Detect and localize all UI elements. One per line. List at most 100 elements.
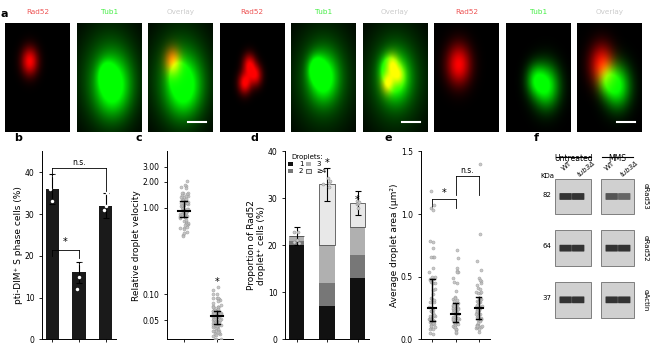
Bar (601, 179, 634, 214)
Point (448, 319, 459, 325)
Point (179, 203, 189, 208)
Point (213, 304, 224, 310)
Point (213, 331, 224, 336)
Point (426, 279, 436, 285)
Point (211, 314, 221, 320)
Bar (554, 179, 592, 214)
FancyBboxPatch shape (606, 296, 618, 303)
Point (472, 258, 482, 264)
Point (452, 265, 462, 271)
Bar (319, 283, 335, 306)
Point (473, 317, 483, 323)
Point (213, 304, 223, 309)
Point (472, 299, 482, 304)
Point (452, 302, 462, 307)
Point (216, 302, 226, 308)
Point (183, 201, 193, 207)
Point (453, 301, 463, 306)
Point (474, 329, 484, 334)
Point (474, 277, 485, 283)
Point (426, 295, 437, 301)
Point (212, 323, 222, 329)
Point (181, 224, 192, 229)
Point (211, 310, 222, 316)
Bar (46, 189, 59, 339)
Point (209, 316, 219, 322)
Point (208, 328, 218, 334)
Point (212, 309, 222, 315)
Point (448, 316, 458, 321)
Text: WT: WT (561, 160, 573, 172)
Point (181, 198, 191, 204)
Point (183, 193, 193, 199)
Point (212, 291, 222, 297)
Point (177, 233, 188, 238)
Point (181, 186, 192, 191)
Point (475, 161, 486, 167)
Point (210, 318, 220, 323)
Point (216, 311, 226, 316)
Point (428, 254, 438, 260)
Point (207, 314, 218, 319)
Point (179, 225, 189, 231)
FancyBboxPatch shape (572, 245, 584, 252)
Point (428, 280, 439, 286)
Point (426, 205, 436, 211)
Point (177, 191, 188, 196)
Point (208, 304, 218, 310)
Point (209, 310, 220, 316)
Point (471, 289, 482, 295)
Text: Tub1: Tub1 (101, 9, 118, 15)
Point (209, 316, 219, 321)
Text: a: a (0, 9, 8, 19)
Point (177, 202, 187, 208)
Point (180, 208, 190, 214)
Point (182, 214, 192, 219)
Point (211, 325, 221, 330)
Point (450, 323, 460, 328)
Point (450, 309, 461, 314)
Point (426, 309, 437, 314)
Point (175, 212, 185, 217)
Point (453, 306, 463, 311)
Text: Overlay: Overlay (595, 9, 623, 15)
Point (429, 298, 439, 303)
Point (180, 213, 190, 218)
Point (427, 291, 437, 296)
Point (177, 197, 188, 203)
Point (450, 295, 460, 301)
Text: Tub1: Tub1 (315, 9, 332, 15)
Point (448, 323, 459, 329)
Point (211, 310, 221, 315)
Text: b: b (14, 133, 22, 143)
Point (453, 306, 463, 312)
Point (426, 319, 437, 325)
Point (208, 325, 218, 330)
Point (450, 319, 460, 324)
Point (208, 295, 218, 301)
Bar (319, 306, 335, 339)
Point (450, 302, 460, 308)
Bar (350, 278, 365, 339)
Point (177, 204, 187, 209)
Point (207, 308, 218, 314)
Point (452, 315, 463, 321)
Point (210, 315, 220, 320)
Point (451, 328, 462, 333)
Point (211, 337, 221, 342)
Bar (289, 245, 304, 339)
Point (213, 284, 223, 290)
Point (216, 311, 226, 316)
FancyBboxPatch shape (560, 245, 572, 252)
Point (476, 324, 487, 329)
Point (476, 303, 487, 308)
Point (214, 328, 224, 333)
Point (182, 206, 192, 212)
Point (475, 315, 486, 321)
Point (209, 309, 220, 315)
Point (211, 314, 222, 320)
Point (473, 315, 484, 321)
FancyBboxPatch shape (560, 296, 572, 303)
Point (450, 322, 460, 327)
Point (476, 316, 486, 322)
